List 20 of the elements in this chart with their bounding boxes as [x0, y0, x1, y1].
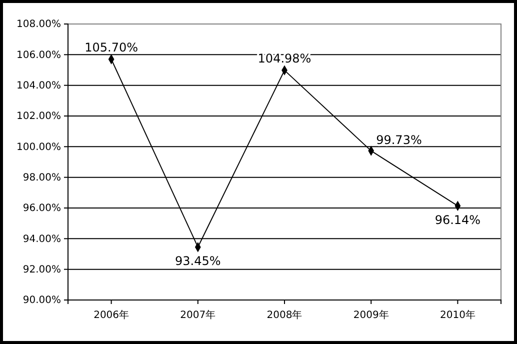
x-tick-label: 2007年 — [180, 309, 216, 321]
data-label: 104.98% — [258, 51, 312, 66]
y-tick-label: 98.00% — [22, 172, 61, 184]
y-tick-label: 102.00% — [16, 111, 61, 122]
y-tick-label: 92.00% — [22, 264, 61, 276]
x-tick-label: 2008年 — [266, 309, 302, 321]
y-tick-label: 104.00% — [16, 80, 61, 92]
x-tick-label: 2006年 — [94, 309, 130, 321]
y-tick-label: 108.00% — [16, 19, 61, 30]
data-label: 99.73% — [376, 132, 422, 147]
y-tick-label: 106.00% — [16, 50, 61, 61]
data-label: 96.14% — [434, 212, 481, 227]
y-tick-label: 100.00% — [16, 142, 61, 153]
x-tick-label: 2009年 — [353, 309, 389, 321]
y-tick-label: 90.00% — [22, 295, 61, 306]
data-label: 105.70% — [84, 40, 138, 54]
data-label: 93.45% — [175, 254, 221, 268]
x-tick-label: 2010年 — [440, 309, 476, 321]
y-tick-label: 94.00% — [22, 234, 61, 245]
y-tick-label: 96.00% — [22, 203, 61, 214]
